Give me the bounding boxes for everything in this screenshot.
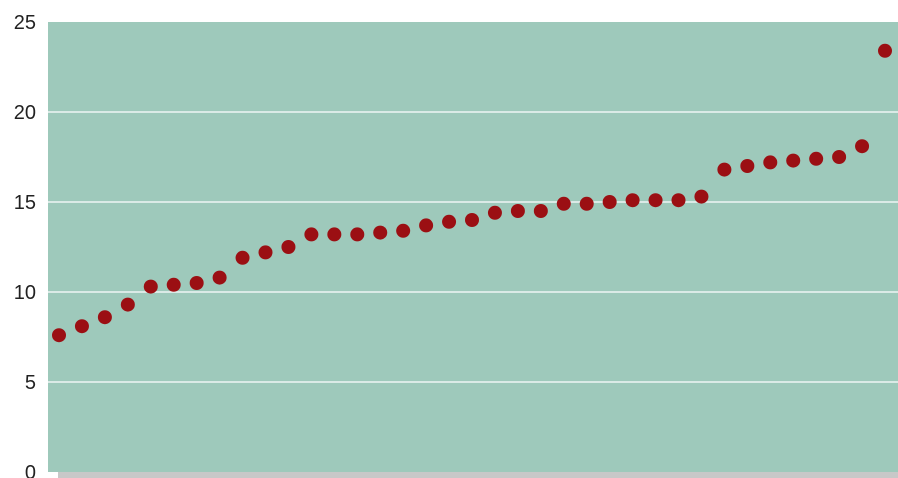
data-point [465,213,479,227]
data-point [373,225,388,240]
data-point [74,319,89,334]
data-point [602,195,617,209]
y-tick-label: 0 [25,462,36,478]
y-tick-label: 5 [25,372,36,394]
y-axis-tick-labels: 0 5 10 15 20 25 [14,12,36,478]
data-point [143,279,158,294]
data-point [235,250,250,265]
data-point [625,193,640,208]
data-point [510,204,525,218]
data-point [327,227,342,242]
gridlines [48,111,898,383]
data-point [487,205,502,220]
data-point [671,193,686,208]
data-point [189,276,204,290]
data-point [809,151,824,166]
data-point [120,297,135,312]
data-point [442,214,457,229]
data-point [579,196,594,211]
y-tick-label: 20 [14,102,36,124]
data-point [694,189,709,204]
data-point [396,223,411,238]
data-point [556,196,571,211]
data-point [786,153,801,168]
data-point [281,240,296,254]
data-point [52,328,66,343]
data-point [717,162,732,177]
data-point [533,204,548,218]
data-point [350,227,365,242]
data-point [648,193,663,208]
data-point [878,43,892,58]
y-tick-label: 10 [14,282,36,304]
data-point [855,139,870,154]
data-point [166,277,181,292]
data-point [304,227,319,242]
data-point [832,150,847,164]
y-tick-label: 25 [14,12,36,34]
data-point [97,310,112,325]
data-point [419,218,434,233]
data-point [740,159,755,173]
plot-background [48,22,898,472]
data-point [763,155,778,170]
data-point [212,270,227,285]
data-points [52,43,892,343]
y-tick-label: 15 [14,192,36,214]
data-point [258,245,273,260]
